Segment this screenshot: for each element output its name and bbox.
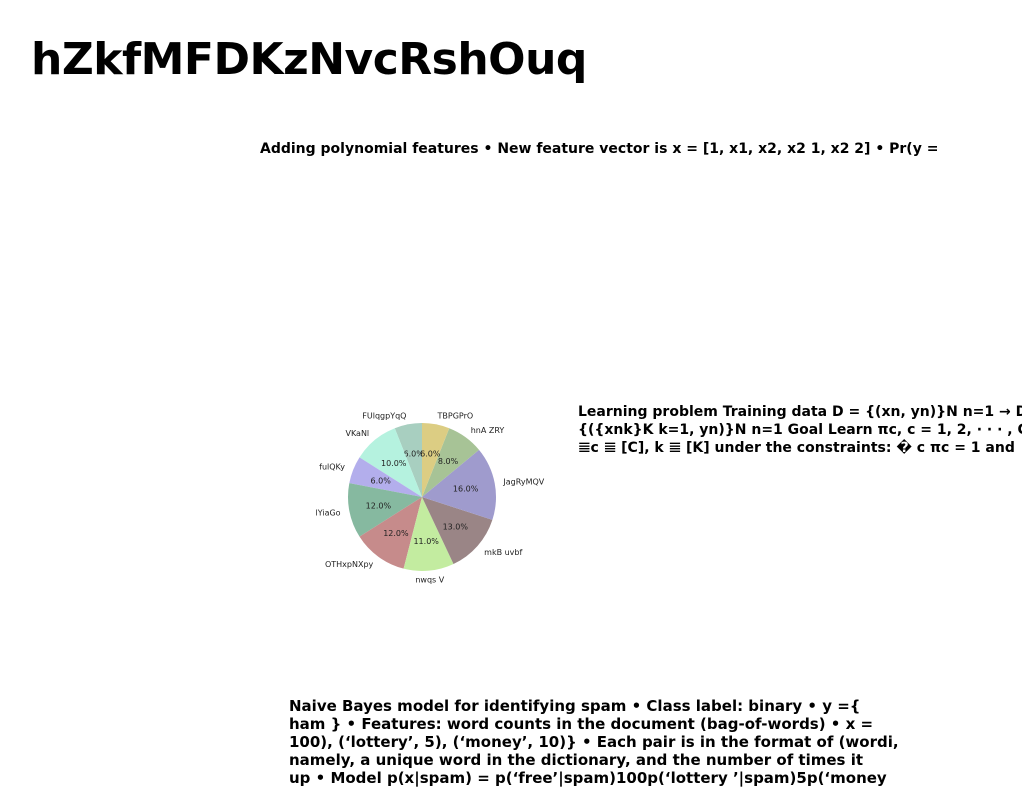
pie-category-label: hnA ZRY	[471, 426, 505, 435]
pie-slice	[422, 428, 480, 497]
pie-category-label: JagRyMQV	[502, 477, 544, 486]
pie-percent-label: 6.0%	[404, 449, 425, 458]
pie-percent-label: 12.0%	[366, 501, 392, 510]
pie-slice	[403, 497, 454, 572]
pie-percent-label: 11.0%	[413, 537, 439, 546]
learning-line: {({xnk}K k=1, yn)}N n=1 Goal Learn πc, c…	[578, 422, 1022, 438]
pie-percent-label: 10.0%	[381, 459, 407, 468]
pie-slice	[349, 457, 422, 497]
pie-slice	[359, 497, 422, 569]
learning-problem-text: Learning problem Training data D = {(xn,…	[578, 403, 1022, 459]
pie-slice	[422, 449, 497, 520]
pie-category-label: fulQKy	[319, 462, 345, 471]
pie-slice	[347, 483, 422, 537]
pie-slice	[394, 423, 422, 497]
pie-slice	[359, 428, 422, 497]
pie-category-label: nwqs V	[415, 576, 444, 585]
pie-category-label: TBPGPrO	[437, 412, 474, 421]
pie-category-label: FUlqgpYqQ	[362, 412, 406, 421]
learning-line: Learning problem Training data D = {(xn,…	[578, 404, 1022, 420]
pie-percent-label: 16.0%	[453, 485, 479, 494]
pie-category-label: mkB uvbf	[484, 548, 522, 557]
pie-chart: 6.0% FUlqgpYqQ 10.0% VKaNl 6.0% fulQKy 12.0% lY…	[316, 412, 545, 585]
pie-slice	[422, 423, 450, 497]
naive-bayes-line: 100), (‘lottery’, 5), (‘money’, 10)} • E…	[289, 733, 899, 751]
naive-bayes-line: ham } • Features: word counts in the doc…	[289, 715, 874, 733]
pie-percent-label: 8.0%	[438, 457, 459, 466]
naive-bayes-text: Naive Bayes model for identifying spam •…	[289, 697, 989, 787]
pie-category-label: lYiaGo	[316, 509, 341, 518]
naive-bayes-line: namely, a unique word in the dictionary,…	[289, 751, 864, 769]
pie-percent-label: 6.0%	[420, 449, 441, 458]
pie-percent-label: 12.0%	[383, 529, 409, 538]
pie-category-label: VKaNl	[345, 429, 369, 438]
polynomial-features-text: Adding polynomial features • New feature…	[260, 141, 939, 157]
pie-percent-label: 13.0%	[443, 522, 469, 531]
pie-percent-label: 6.0%	[371, 477, 392, 486]
naive-bayes-line: Naive Bayes model for identifying spam •…	[289, 697, 861, 715]
pie-category-label: OTHxpNXpy	[325, 560, 374, 569]
page-title: hZkfMFDKzNvcRshOuq	[31, 34, 587, 85]
pie-slice	[422, 497, 493, 564]
learning-line: 𝌆c 𝌆 [C], k 𝌆 [K] under the constraints:…	[578, 440, 1015, 456]
naive-bayes-line: up • Model p(x|spam) = p(‘free’|spam)100…	[289, 769, 887, 787]
